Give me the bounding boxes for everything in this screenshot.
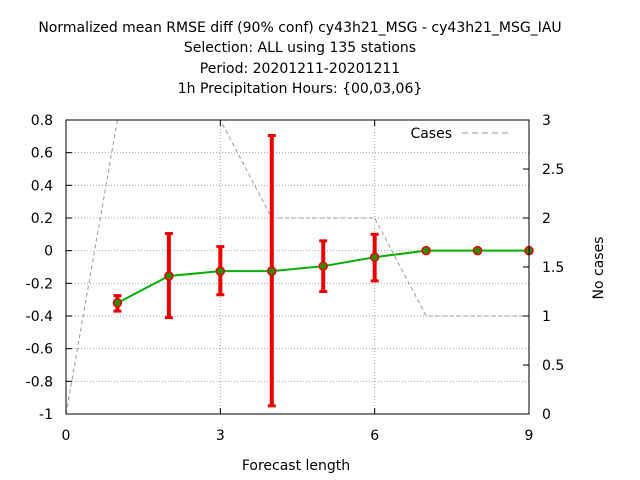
y-tick-label: 0.8: [31, 113, 53, 129]
data-point: [267, 266, 277, 276]
legend: Cases: [410, 126, 510, 142]
y2-tick-label: 0: [542, 407, 551, 423]
chart-title-line-3: Period: 20201211-20201211: [199, 61, 401, 77]
y-tick-label: 0.2: [31, 211, 53, 227]
y-tick-label: -0.4: [26, 309, 53, 325]
y-tick-label: -0.6: [26, 342, 53, 358]
cases-line: [65, 119, 529, 415]
chart-title-line-4: 1h Precipitation Hours: {00,03,06}: [177, 81, 423, 97]
data-point: [215, 266, 226, 276]
tick-labels: 0 3 6 9 0.8 0.6 0.4 0.2 0 -0.2 -0.4 -0.6 -0.8 -1 3 2.5 2…: [26, 113, 565, 444]
y-tick-label: -1: [39, 407, 53, 423]
y2-tick-label: 2.5: [542, 162, 564, 178]
plot-frame: [65, 119, 530, 415]
y2-tick-label: 3: [542, 113, 551, 129]
chart-title-line-1: Normalized mean RMSE diff (90% conf) cy4…: [38, 20, 562, 36]
y-tick-label: -0.8: [26, 374, 53, 390]
y-tick-label: -0.2: [26, 276, 53, 292]
y-tick-label: 0.6: [31, 146, 53, 162]
data-point: [318, 261, 328, 271]
data-point: [164, 271, 174, 281]
data-point: [112, 298, 123, 308]
y2-tick-label: 1.5: [542, 260, 564, 276]
y2-tick-label: 1: [542, 309, 551, 325]
y-tick-label: 0: [44, 244, 53, 260]
x-tick-label: 0: [62, 428, 71, 444]
data-point: [472, 245, 483, 256]
x-tick-label: 6: [370, 428, 379, 444]
data-point: [369, 252, 380, 262]
y-tick-label: 0.4: [31, 178, 53, 194]
frame-layer: [65, 119, 530, 415]
cases-layer: [65, 119, 529, 415]
y2-tick-label: 2: [542, 211, 551, 227]
legend-label-cases: Cases: [410, 126, 452, 142]
x-tick-label: 9: [525, 428, 534, 444]
x-tick-label: 3: [216, 428, 225, 444]
chart-title-line-2: Selection: ALL using 135 stations: [183, 40, 417, 56]
data-point: [421, 245, 431, 256]
grid-layer: [66, 120, 529, 414]
series-layer: [112, 134, 534, 408]
y2-axis-label: No cases: [591, 237, 607, 300]
y2-tick-label: 0.5: [542, 358, 564, 374]
x-axis-label: Forecast length: [242, 458, 350, 474]
